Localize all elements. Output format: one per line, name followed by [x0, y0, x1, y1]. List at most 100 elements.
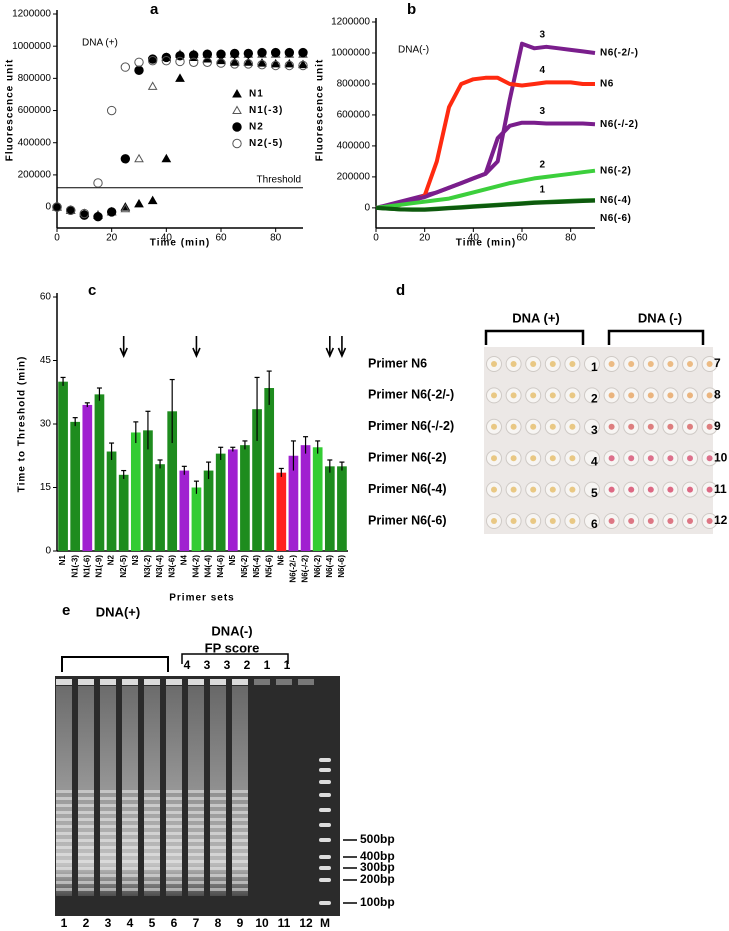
well-content: [530, 486, 537, 493]
gel-band: [319, 780, 331, 784]
lane-label: 6: [171, 916, 178, 930]
gel-band: [232, 804, 248, 807]
lane-label: 2: [83, 916, 90, 930]
well-content: [549, 455, 556, 462]
gel-band: [78, 881, 94, 884]
gel-band: [122, 839, 138, 842]
gel-band: [78, 804, 94, 807]
marker: [257, 59, 267, 70]
bar: [143, 430, 153, 551]
gel-well: [210, 679, 226, 685]
well-content: [510, 486, 517, 493]
marker: [216, 49, 226, 59]
x-tick-label: N6(-4): [325, 555, 334, 578]
gel-well: [254, 679, 270, 685]
well-content: [491, 518, 497, 524]
gel-well: [276, 679, 292, 685]
well-content: [628, 392, 635, 399]
y-tick-label: 1000000: [12, 41, 51, 52]
marker: [134, 65, 144, 76]
gel-band: [166, 790, 182, 793]
well-content: [549, 361, 556, 367]
well-content: [510, 423, 517, 430]
x-tick-label: N1(-3): [70, 555, 79, 578]
panel-label: a: [150, 1, 159, 18]
bar: [264, 388, 275, 551]
marker: [243, 57, 254, 66]
gel-band: [100, 797, 116, 800]
x-tick-label: N3: [131, 554, 140, 565]
size-label: 500bp: [360, 832, 395, 846]
gel-band: [166, 846, 182, 849]
legend-label: N1(-3): [249, 105, 283, 116]
gel-band: [122, 797, 138, 800]
gel-band: [188, 804, 204, 807]
series-label: N6(-2): [600, 165, 631, 176]
lane-label: 8: [215, 916, 222, 930]
gel-band: [210, 853, 226, 856]
x-tick-label: 40: [468, 233, 480, 244]
gel-band: [232, 888, 248, 891]
gel-band: [232, 790, 248, 793]
well-content: [569, 455, 576, 462]
y-axis-label: Fluorescence unit: [5, 59, 16, 162]
gel-band: [166, 860, 182, 863]
marker: [161, 153, 172, 163]
legend-marker: [232, 105, 242, 114]
well-content: [491, 392, 497, 399]
marker: [298, 60, 308, 71]
marker: [270, 47, 281, 58]
gel-band: [56, 846, 72, 849]
gel-band: [144, 839, 160, 842]
gel-band: [232, 825, 248, 828]
gel-band: [144, 825, 160, 828]
gel-band: [122, 881, 138, 884]
fp-score: 2: [244, 658, 251, 672]
gel-band: [188, 867, 204, 870]
group-label: DNA(-): [211, 623, 252, 638]
score-label: 2: [540, 160, 546, 171]
gel-band: [56, 818, 72, 821]
panel-label: c: [88, 282, 96, 299]
fp-score: 3: [224, 658, 231, 672]
bracket: [607, 329, 705, 345]
bar: [58, 381, 68, 551]
gel-band: [122, 825, 138, 828]
gel-band: [166, 797, 182, 800]
gel-band: [78, 839, 94, 842]
well-number: 7: [714, 356, 721, 370]
well-number: 4: [591, 454, 598, 468]
gel-band: [319, 838, 331, 842]
bar: [179, 470, 190, 551]
marker: [161, 52, 172, 63]
fp-score: 1: [264, 658, 271, 672]
gel-band: [100, 874, 116, 877]
annotation: DNA (+): [82, 38, 118, 49]
well-content: [530, 361, 537, 367]
well-content: [647, 392, 654, 399]
bracket: [181, 653, 289, 664]
well-content: [608, 392, 615, 399]
well-content: [608, 455, 615, 462]
gel-band: [56, 888, 72, 891]
marker: [188, 57, 199, 67]
well-number: 10: [714, 450, 728, 464]
gel-band: [56, 790, 72, 793]
gel-band: [188, 846, 204, 849]
annotation: DNA(-): [398, 45, 429, 56]
well-content: [549, 486, 556, 493]
gel-well: [144, 679, 160, 685]
marker: [284, 47, 295, 58]
well-number: 12: [714, 513, 728, 527]
gel-band: [78, 867, 94, 870]
marker: [93, 212, 103, 222]
well: [584, 387, 600, 404]
gel-band: [166, 881, 182, 884]
gel-well: [166, 679, 182, 685]
well-content: [687, 361, 693, 367]
arrow: [192, 336, 201, 358]
gel-band: [232, 853, 248, 856]
gel-band: [210, 797, 226, 800]
marker: [147, 195, 158, 205]
well-content: [530, 518, 537, 524]
